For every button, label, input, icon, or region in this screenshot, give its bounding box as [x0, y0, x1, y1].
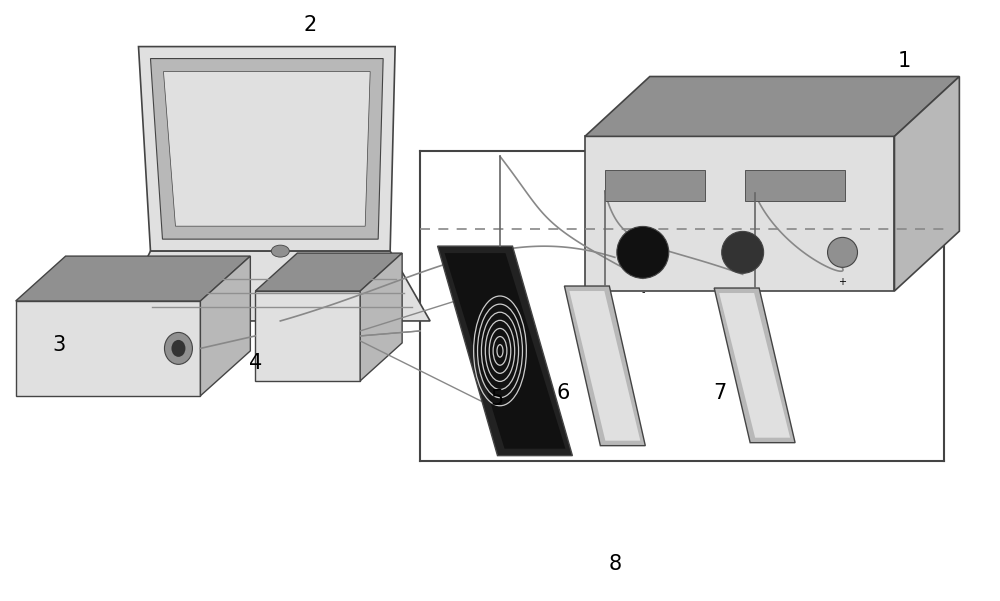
Polygon shape	[585, 136, 894, 291]
Ellipse shape	[271, 245, 289, 257]
Text: 6: 6	[556, 383, 570, 403]
Text: +: +	[839, 277, 847, 287]
Text: 4: 4	[249, 353, 262, 373]
Text: -: -	[641, 287, 645, 297]
Text: 2: 2	[304, 14, 317, 35]
Polygon shape	[116, 251, 430, 321]
Polygon shape	[719, 293, 790, 438]
Polygon shape	[438, 246, 572, 456]
Ellipse shape	[617, 227, 669, 278]
Polygon shape	[894, 76, 959, 291]
Text: 1: 1	[898, 50, 911, 71]
Ellipse shape	[722, 231, 764, 273]
Ellipse shape	[171, 340, 185, 357]
Ellipse shape	[164, 332, 192, 364]
Polygon shape	[139, 47, 395, 251]
Ellipse shape	[828, 237, 858, 267]
Polygon shape	[714, 288, 795, 443]
Text: 3: 3	[52, 335, 65, 355]
Polygon shape	[569, 291, 640, 441]
Polygon shape	[585, 76, 959, 136]
Polygon shape	[445, 253, 565, 449]
Text: 8: 8	[608, 554, 621, 575]
Text: 5: 5	[490, 389, 504, 409]
Polygon shape	[200, 256, 250, 396]
Polygon shape	[163, 72, 370, 226]
Polygon shape	[255, 253, 402, 291]
Polygon shape	[255, 291, 360, 381]
Polygon shape	[360, 253, 402, 381]
Polygon shape	[605, 171, 705, 201]
Polygon shape	[564, 286, 645, 446]
Polygon shape	[745, 171, 845, 201]
Polygon shape	[16, 301, 200, 396]
Polygon shape	[16, 256, 250, 301]
Polygon shape	[150, 58, 383, 239]
Text: 7: 7	[713, 383, 726, 403]
